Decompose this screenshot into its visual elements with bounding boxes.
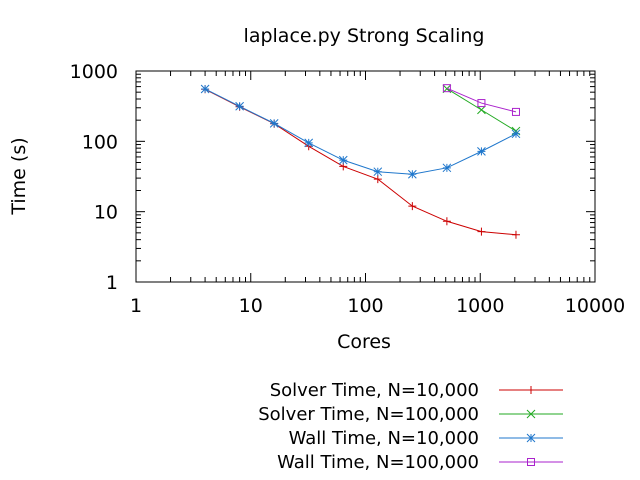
x-tick-label: 10000: [565, 295, 625, 317]
data-point: [373, 167, 383, 177]
data-point: [235, 101, 244, 111]
data-point: [338, 155, 348, 165]
chart-title: laplace.py Strong Scaling: [244, 25, 485, 47]
legend-item: Solver Time, N=10,000: [270, 380, 563, 401]
series-3: [200, 84, 521, 179]
plot-area: [135, 70, 596, 283]
series-layer: [200, 84, 521, 239]
legend-item: Wall Time, N=100,000: [277, 452, 563, 473]
y-tick-label: 1000: [70, 61, 118, 83]
data-point: [304, 138, 314, 148]
legend-item: Wall Time, N=10,000: [289, 428, 563, 449]
legend-marker: [526, 409, 536, 419]
legend-marker: [527, 386, 535, 394]
data-point: [511, 129, 521, 139]
legend-label: Solver Time, N=10,000: [270, 380, 479, 401]
data-point: [442, 163, 452, 173]
legend-label: Wall Time, N=100,000: [277, 452, 479, 473]
legend-marker: [526, 433, 536, 443]
y-axis-label: Time (s): [8, 137, 30, 215]
x-axis: 1 10 100 1000 10000: [130, 71, 625, 317]
data-point: [408, 202, 417, 211]
x-tick-label: 10: [239, 295, 263, 317]
y-tick-label: 100: [82, 131, 118, 153]
y-tick-label: 1: [106, 272, 118, 294]
y-tick-label: 10: [94, 202, 118, 224]
series-1: [201, 85, 520, 239]
legend-item: Solver Time, N=100,000: [258, 404, 563, 425]
legend: Solver Time, N=10,000 Solver Time, N=100,…: [258, 380, 563, 473]
series-line: [446, 87, 517, 113]
data-point: [442, 84, 451, 93]
data-point: [373, 175, 382, 184]
legend-label: Solver Time, N=100,000: [258, 404, 479, 425]
x-tick-label: 1: [130, 295, 142, 317]
data-point: [511, 107, 520, 116]
data-point: [407, 169, 417, 179]
data-point: [442, 217, 451, 226]
data-point: [511, 230, 520, 239]
x-tick-label: 100: [347, 295, 383, 317]
data-point: [200, 84, 210, 94]
data-point: [269, 119, 279, 128]
series-line: [204, 88, 517, 236]
data-point: [477, 147, 486, 156]
data-point: [477, 105, 486, 115]
legend-marker: [527, 458, 535, 466]
series-4: [442, 84, 520, 116]
data-point: [477, 227, 486, 236]
x-tick-label: 1000: [456, 295, 504, 317]
series-line: [204, 88, 517, 175]
legend-label: Wall Time, N=10,000: [289, 428, 479, 449]
y-axis: 1 10 100 1000: [70, 61, 595, 294]
x-axis-label: Cores: [337, 331, 391, 353]
data-point: [477, 99, 486, 108]
